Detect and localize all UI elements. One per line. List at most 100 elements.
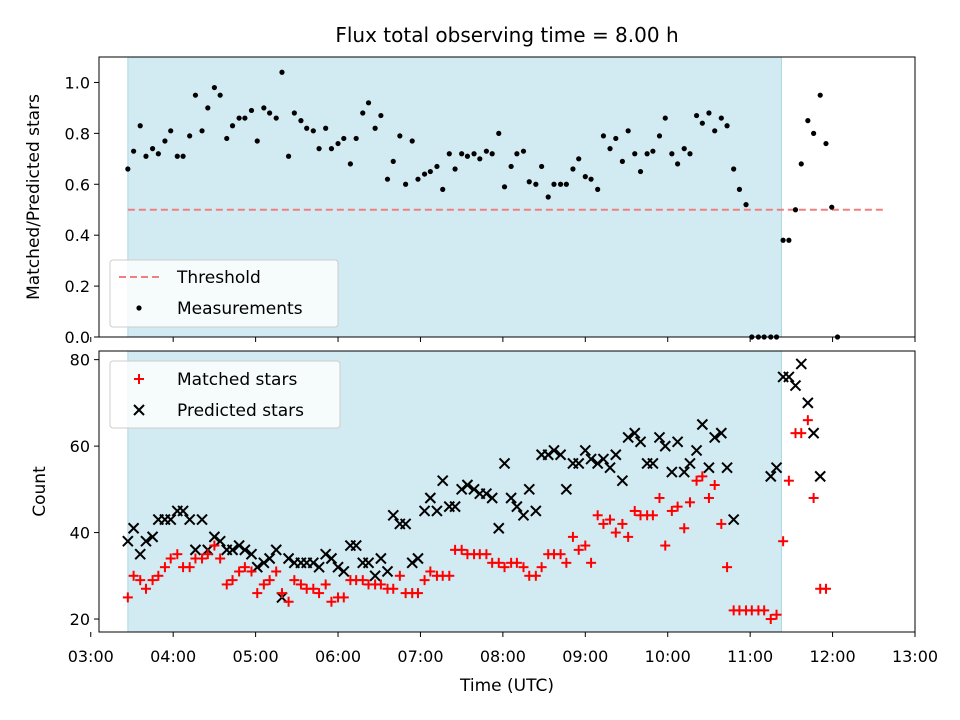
measurement-point: [483, 148, 489, 154]
matched-point: [759, 605, 770, 616]
matched-point: [778, 536, 789, 547]
predicted-point: [486, 492, 498, 504]
predicted-point: [165, 513, 177, 526]
measurement-point: [143, 153, 149, 159]
matched-point: [326, 596, 337, 607]
predicted-point: [399, 518, 412, 530]
predicted-point: [493, 522, 505, 534]
measurement-point: [582, 174, 588, 180]
x-tick-label: 06:00: [315, 647, 361, 666]
predicted-point: [715, 427, 728, 439]
matched-point: [375, 579, 386, 590]
measurement-point: [310, 128, 316, 134]
matched-point: [808, 492, 819, 503]
predicted-point: [573, 457, 585, 470]
legend-matched-label: Matched stars: [177, 370, 297, 390]
predicted-point: [406, 557, 418, 569]
matched-point: [221, 579, 232, 590]
predicted-point: [196, 513, 208, 526]
predicted-point: [560, 483, 573, 496]
measurement-point: [798, 161, 804, 167]
matched-point: [135, 575, 146, 586]
matched-point: [419, 575, 430, 586]
predicted-point: [554, 449, 567, 461]
measurement-point: [736, 186, 743, 192]
predicted-point: [263, 552, 276, 565]
predicted-point: [597, 453, 610, 465]
predicted-point: [517, 509, 530, 521]
predicted-point: [418, 505, 431, 517]
predicted-point: [653, 431, 666, 444]
matched-point: [159, 562, 170, 573]
legend-measurements-label: Measurements: [177, 299, 303, 319]
predicted-point: [807, 427, 820, 439]
measurement-point: [576, 156, 582, 162]
predicted-point: [727, 513, 740, 526]
measurement-point: [570, 166, 576, 172]
matched-point: [456, 544, 467, 555]
matched-point: [561, 557, 572, 568]
measurement-point: [452, 166, 458, 172]
predicted-point: [431, 505, 443, 517]
measurement-point: [625, 128, 631, 134]
measurement-point: [817, 92, 823, 98]
predicted-point: [122, 535, 134, 547]
measurement-point: [780, 237, 786, 243]
predicted-point: [369, 570, 381, 582]
measurement-point: [637, 168, 644, 175]
measurement-point: [267, 110, 273, 116]
measurement-point: [731, 166, 737, 172]
measurement-point: [792, 207, 799, 213]
measurement-point: [662, 115, 668, 121]
matched-point: [234, 566, 245, 577]
measurement-point: [384, 176, 391, 182]
matched-point: [511, 557, 522, 568]
x-tick-label: 13:00: [892, 647, 938, 666]
measurement-point: [415, 176, 421, 182]
predicted-point: [270, 544, 282, 556]
predicted-point: [258, 557, 270, 569]
bottom-axes-frame: [98, 350, 916, 633]
predicted-point: [189, 544, 202, 556]
matched-point: [555, 549, 566, 560]
y-tick-label: 60: [70, 437, 90, 456]
predicted-point: [387, 509, 399, 521]
predicted-point: [412, 552, 424, 565]
x-axis-label: Time (UTC): [459, 676, 554, 696]
matched-point: [592, 510, 603, 521]
predicted-point: [591, 457, 604, 470]
measurement-point: [378, 112, 384, 119]
matched-point: [580, 540, 591, 551]
y-tick-label: 0.2: [65, 277, 90, 296]
measurement-point: [600, 133, 607, 139]
matched-point: [610, 527, 621, 538]
legend-x-marker: [133, 404, 145, 416]
measurement-point: [706, 110, 712, 116]
measurement-point: [192, 92, 199, 98]
matched-point: [184, 562, 195, 573]
matched-point: [388, 583, 399, 594]
matched-point: [122, 592, 133, 603]
matched-point: [227, 575, 238, 586]
predicted-point: [690, 444, 703, 457]
matched-point: [258, 579, 269, 590]
measurement-point: [477, 156, 483, 162]
measurement-point: [304, 125, 310, 131]
measurement-point: [508, 163, 514, 170]
y-tick-label: 1.0: [65, 73, 90, 92]
measurement-point: [496, 130, 502, 136]
predicted-point: [498, 457, 511, 470]
legend-measurements-swatch: [136, 305, 142, 311]
matched-point: [153, 570, 164, 581]
matched-point: [820, 583, 831, 594]
predicted-point: [770, 462, 783, 474]
matched-point: [289, 575, 300, 586]
y-tick-label: 0.0: [65, 328, 90, 347]
matched-point: [697, 471, 708, 482]
measurement-point: [390, 158, 396, 164]
matched-point: [536, 562, 547, 573]
predicted-point: [678, 466, 690, 478]
matched-point: [128, 570, 139, 581]
measurement-point: [273, 115, 279, 121]
matched-point: [283, 596, 294, 607]
